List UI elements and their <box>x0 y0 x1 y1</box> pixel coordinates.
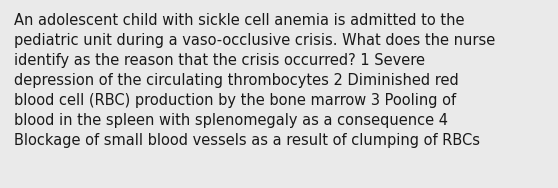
Text: An adolescent child with sickle cell anemia is admitted to the
pediatric unit du: An adolescent child with sickle cell ane… <box>14 13 495 148</box>
